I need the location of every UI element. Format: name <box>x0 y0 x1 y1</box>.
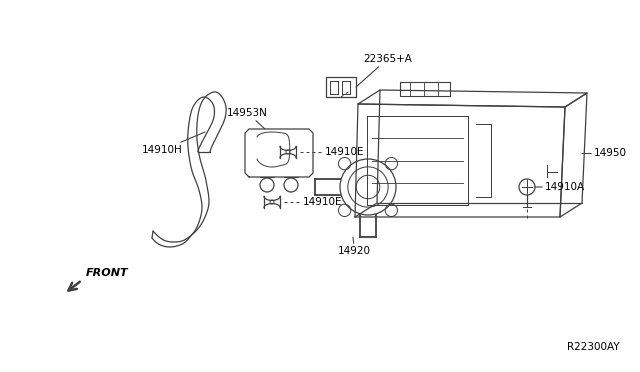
Text: FRONT: FRONT <box>86 268 129 278</box>
Text: R22300AY: R22300AY <box>568 342 620 352</box>
Text: 14910E: 14910E <box>325 147 365 157</box>
Text: 14910E: 14910E <box>303 197 342 207</box>
Text: 14910A: 14910A <box>535 182 585 192</box>
Text: 14910H: 14910H <box>142 132 205 155</box>
Text: 14953N: 14953N <box>227 108 268 129</box>
Text: 14950: 14950 <box>582 148 627 158</box>
Text: 14920: 14920 <box>338 237 371 256</box>
Text: 22365+A: 22365+A <box>356 54 412 87</box>
